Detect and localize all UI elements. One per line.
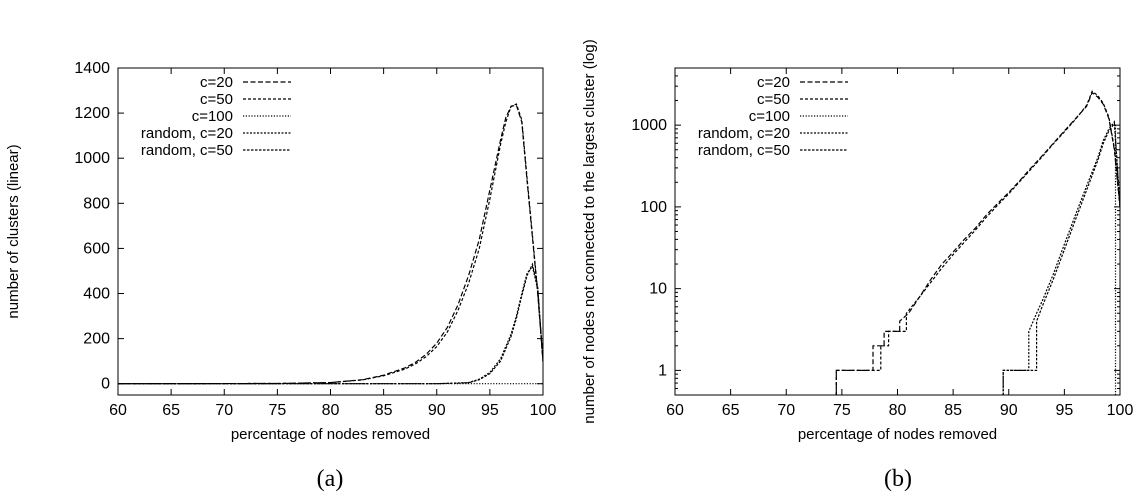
legend-label: random, c=50 [698, 142, 790, 159]
x-tick-label: 60 [109, 402, 127, 419]
y-tick-label: 10 [649, 281, 667, 298]
x-tick-label: 90 [1000, 402, 1018, 419]
y-axis-label: number of clusters (linear) [5, 144, 22, 318]
x-tick-label: 95 [1055, 402, 1073, 419]
x-tick-label: 65 [722, 402, 740, 419]
legend-label: c=20 [200, 74, 233, 91]
y-tick-label: 600 [83, 240, 110, 257]
x-tick-label: 100 [1107, 402, 1134, 419]
legend-label: c=100 [192, 108, 233, 125]
legend-label: c=50 [200, 91, 233, 108]
series-line-4 [1002, 120, 1120, 395]
subfigure-label: (b) [884, 466, 912, 492]
plot-frame [674, 67, 1121, 396]
series-line-2 [118, 103, 543, 385]
x-tick-label: 100 [530, 402, 557, 419]
y-tick-label: 1 [658, 362, 667, 379]
x-tick-label: 75 [833, 402, 851, 419]
series-line-4 [118, 265, 543, 385]
series-line-2 [835, 90, 1120, 395]
legend-label: c=20 [757, 74, 790, 91]
x-tick-label: 80 [322, 402, 340, 419]
y-tick-label: 400 [83, 286, 110, 303]
legend-label: random, c=20 [141, 125, 233, 142]
x-tick-label: 60 [666, 402, 684, 419]
chart-b: 60 65 70 75 80 85 90 95 100 1 10 100 1000 percentage … [581, 39, 1134, 492]
x-tick-label: 75 [268, 402, 286, 419]
y-tick-label: 200 [83, 331, 110, 348]
legend-label: c=100 [749, 108, 790, 125]
series-line-5 [1002, 121, 1120, 395]
y-tick-label: 1200 [74, 105, 110, 122]
series-line-1 [835, 91, 1120, 395]
subfigure-label: (a) [317, 466, 344, 492]
y-tick-label: 1000 [631, 117, 667, 134]
x-tick-label: 70 [215, 402, 233, 419]
legend-label: random, c=50 [141, 142, 233, 159]
y-tick-label: 1000 [74, 150, 110, 167]
plot-frame [117, 67, 544, 396]
y-tick-label: 1400 [74, 60, 110, 77]
x-axis-label: percentage of nodes removed [798, 426, 997, 443]
x-tick-label: 95 [481, 402, 499, 419]
x-tick-label: 90 [428, 402, 446, 419]
y-tick-label: 800 [83, 195, 110, 212]
y-tick-label: 0 [101, 376, 110, 393]
legend-label: random, c=20 [698, 125, 790, 142]
x-tick-label: 70 [777, 402, 795, 419]
legend-label: c=50 [757, 91, 790, 108]
y-axis-label: number of nodes not connected to the lar… [581, 39, 598, 423]
x-tick-label: 80 [889, 402, 907, 419]
x-axis-label: percentage of nodes removed [231, 426, 430, 443]
y-tick-label: 100 [640, 199, 667, 216]
series-line-5 [118, 262, 543, 385]
chart-a: 60 65 70 75 80 85 90 95 100020040060080010001200… [5, 60, 557, 492]
x-tick-label: 65 [162, 402, 180, 419]
x-tick-label: 85 [375, 402, 393, 419]
x-tick-label: 85 [944, 402, 962, 419]
